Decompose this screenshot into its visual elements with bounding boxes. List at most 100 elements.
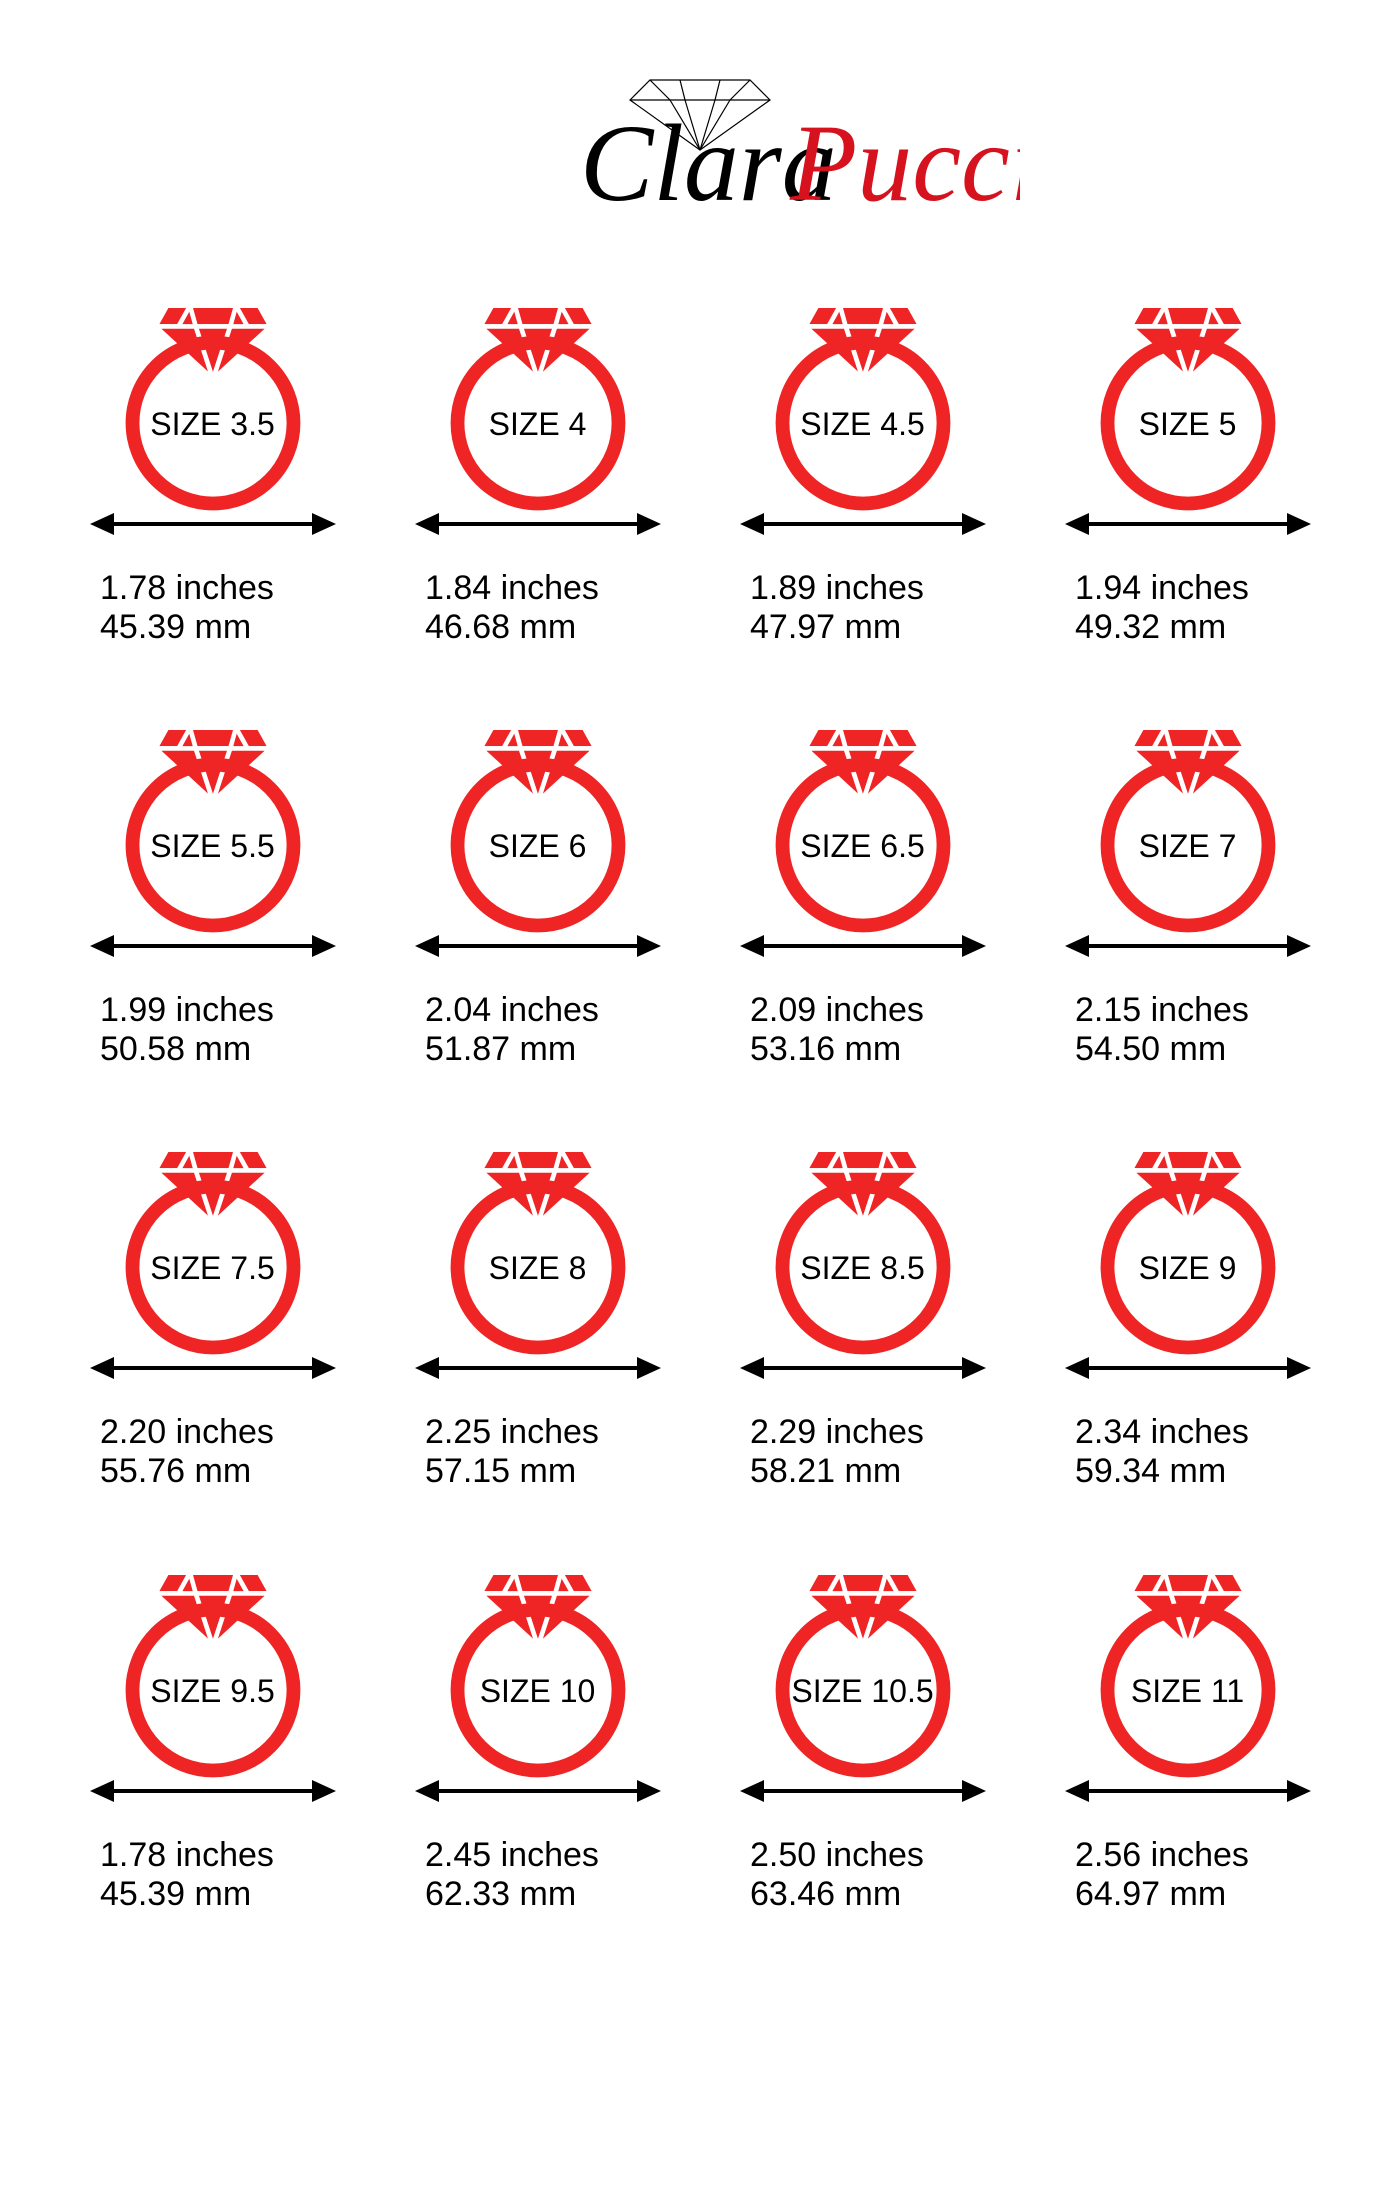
inches-value: 2.04 inches: [425, 991, 599, 1030]
ring-icon: SIZE 6: [423, 707, 653, 937]
measurements: 1.78 inches 45.39 mm: [80, 569, 274, 647]
size-grid: SIZE 3.5 1.78 inches 45.39 mm: [60, 285, 1340, 1914]
inches-value: 2.45 inches: [425, 1836, 599, 1875]
measurements: 1.99 inches 50.58 mm: [80, 991, 274, 1069]
mm-value: 50.58 mm: [100, 1030, 274, 1069]
size-label: SIZE 5.5: [150, 828, 275, 865]
inches-value: 2.34 inches: [1075, 1413, 1249, 1452]
inches-value: 1.99 inches: [100, 991, 274, 1030]
size-cell: SIZE 3.5 1.78 inches 45.39 mm: [80, 285, 345, 647]
ring-icon: SIZE 9.5: [98, 1552, 328, 1782]
ring-icon: SIZE 10: [423, 1552, 653, 1782]
size-label: SIZE 9.5: [150, 1673, 275, 1710]
size-label: SIZE 5: [1139, 406, 1237, 443]
size-label: SIZE 6.5: [800, 828, 925, 865]
inches-value: 2.09 inches: [750, 991, 924, 1030]
inches-value: 2.29 inches: [750, 1413, 924, 1452]
size-cell: SIZE 11 2.56 inches 64.97 mm: [1055, 1552, 1320, 1914]
mm-value: 58.21 mm: [750, 1452, 924, 1491]
size-cell: SIZE 6 2.04 inches 51.87 mm: [405, 707, 670, 1069]
measurements: 2.29 inches 58.21 mm: [730, 1413, 924, 1491]
size-cell: SIZE 6.5 2.09 inches 53.16 mm: [730, 707, 995, 1069]
ring-icon: SIZE 9: [1073, 1129, 1303, 1359]
size-label: SIZE 7: [1139, 828, 1237, 865]
mm-value: 55.76 mm: [100, 1452, 274, 1491]
inches-value: 1.78 inches: [100, 1836, 274, 1875]
size-cell: SIZE 9.5 1.78 inches 45.39 mm: [80, 1552, 345, 1914]
size-label: SIZE 11: [1131, 1673, 1244, 1710]
size-label: SIZE 8.5: [800, 1250, 925, 1287]
size-label: SIZE 10: [480, 1673, 596, 1710]
size-cell: SIZE 9 2.34 inches 59.34 mm: [1055, 1129, 1320, 1491]
mm-value: 59.34 mm: [1075, 1452, 1249, 1491]
size-cell: SIZE 10.5 2.50 inches 63.46 mm: [730, 1552, 995, 1914]
measurements: 1.89 inches 47.97 mm: [730, 569, 924, 647]
measurements: 2.50 inches 63.46 mm: [730, 1836, 924, 1914]
inches-value: 1.84 inches: [425, 569, 599, 608]
inches-value: 2.20 inches: [100, 1413, 274, 1452]
measurements: 2.34 inches 59.34 mm: [1055, 1413, 1249, 1491]
mm-value: 49.32 mm: [1075, 608, 1249, 647]
ring-icon: SIZE 6.5: [748, 707, 978, 937]
mm-value: 51.87 mm: [425, 1030, 599, 1069]
size-cell: SIZE 4.5 1.89 inches 47.97 mm: [730, 285, 995, 647]
size-label: SIZE 7.5: [150, 1250, 275, 1287]
mm-value: 62.33 mm: [425, 1875, 599, 1914]
measurements: 2.45 inches 62.33 mm: [405, 1836, 599, 1914]
measurements: 2.15 inches 54.50 mm: [1055, 991, 1249, 1069]
ring-icon: SIZE 4: [423, 285, 653, 515]
inches-value: 1.78 inches: [100, 569, 274, 608]
ring-icon: SIZE 10.5: [748, 1552, 978, 1782]
measurements: 2.09 inches 53.16 mm: [730, 991, 924, 1069]
size-cell: SIZE 8.5 2.29 inches 58.21 mm: [730, 1129, 995, 1491]
ring-icon: SIZE 7.5: [98, 1129, 328, 1359]
inches-value: 2.25 inches: [425, 1413, 599, 1452]
ring-icon: SIZE 4.5: [748, 285, 978, 515]
brand-logo: Clara Pucci: [60, 40, 1340, 245]
size-cell: SIZE 7 2.15 inches 54.50 mm: [1055, 707, 1320, 1069]
inches-value: 2.15 inches: [1075, 991, 1249, 1030]
ring-icon: SIZE 7: [1073, 707, 1303, 937]
size-cell: SIZE 7.5 2.20 inches 55.76 mm: [80, 1129, 345, 1491]
size-cell: SIZE 4 1.84 inches 46.68 mm: [405, 285, 670, 647]
mm-value: 63.46 mm: [750, 1875, 924, 1914]
measurements: 2.04 inches 51.87 mm: [405, 991, 599, 1069]
inches-value: 1.89 inches: [750, 569, 924, 608]
ring-icon: SIZE 8: [423, 1129, 653, 1359]
size-cell: SIZE 5.5 1.99 inches 50.58 mm: [80, 707, 345, 1069]
mm-value: 57.15 mm: [425, 1452, 599, 1491]
ring-icon: SIZE 5: [1073, 285, 1303, 515]
size-label: SIZE 3.5: [150, 406, 275, 443]
mm-value: 45.39 mm: [100, 1875, 274, 1914]
inches-value: 2.50 inches: [750, 1836, 924, 1875]
mm-value: 64.97 mm: [1075, 1875, 1249, 1914]
mm-value: 45.39 mm: [100, 608, 274, 647]
size-cell: SIZE 5 1.94 inches 49.32 mm: [1055, 285, 1320, 647]
inches-value: 1.94 inches: [1075, 569, 1249, 608]
mm-value: 54.50 mm: [1075, 1030, 1249, 1069]
measurements: 2.20 inches 55.76 mm: [80, 1413, 274, 1491]
size-cell: SIZE 8 2.25 inches 57.15 mm: [405, 1129, 670, 1491]
ring-icon: SIZE 8.5: [748, 1129, 978, 1359]
size-label: SIZE 4: [489, 406, 587, 443]
brand-name-part2: Pucci: [789, 102, 1020, 224]
clara-pucci-logo: Clara Pucci: [380, 40, 1020, 240]
ring-icon: SIZE 3.5: [98, 285, 328, 515]
mm-value: 47.97 mm: [750, 608, 924, 647]
size-label: SIZE 8: [489, 1250, 587, 1287]
size-cell: SIZE 10 2.45 inches 62.33 mm: [405, 1552, 670, 1914]
size-label: SIZE 6: [489, 828, 587, 865]
mm-value: 46.68 mm: [425, 608, 599, 647]
ring-icon: SIZE 5.5: [98, 707, 328, 937]
measurements: 2.25 inches 57.15 mm: [405, 1413, 599, 1491]
mm-value: 53.16 mm: [750, 1030, 924, 1069]
ring-icon: SIZE 11: [1073, 1552, 1303, 1782]
measurements: 1.84 inches 46.68 mm: [405, 569, 599, 647]
measurements: 2.56 inches 64.97 mm: [1055, 1836, 1249, 1914]
measurements: 1.94 inches 49.32 mm: [1055, 569, 1249, 647]
size-label: SIZE 9: [1139, 1250, 1237, 1287]
inches-value: 2.56 inches: [1075, 1836, 1249, 1875]
size-label: SIZE 10.5: [791, 1673, 933, 1710]
size-label: SIZE 4.5: [800, 406, 925, 443]
measurements: 1.78 inches 45.39 mm: [80, 1836, 274, 1914]
